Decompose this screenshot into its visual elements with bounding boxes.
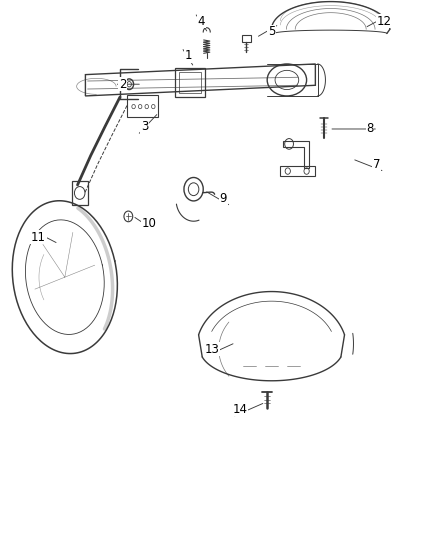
Text: 1: 1	[184, 50, 192, 62]
Bar	[179, 72, 201, 93]
Bar	[72, 181, 88, 205]
Text: 4: 4	[198, 15, 205, 28]
Text: 11: 11	[31, 231, 46, 244]
Bar	[242, 35, 251, 42]
Text: 7: 7	[373, 158, 381, 171]
Text: 9: 9	[219, 192, 227, 205]
Bar	[280, 166, 315, 176]
Text: 14: 14	[233, 403, 247, 416]
Text: 12: 12	[376, 15, 391, 28]
Text: 3: 3	[141, 120, 148, 133]
Text: 2: 2	[119, 78, 127, 91]
Bar	[175, 68, 205, 97]
Text: 13: 13	[205, 343, 220, 356]
Text: 5: 5	[268, 26, 275, 38]
Bar	[127, 95, 158, 117]
Text: 10: 10	[141, 217, 156, 230]
Text: 8: 8	[367, 123, 374, 135]
